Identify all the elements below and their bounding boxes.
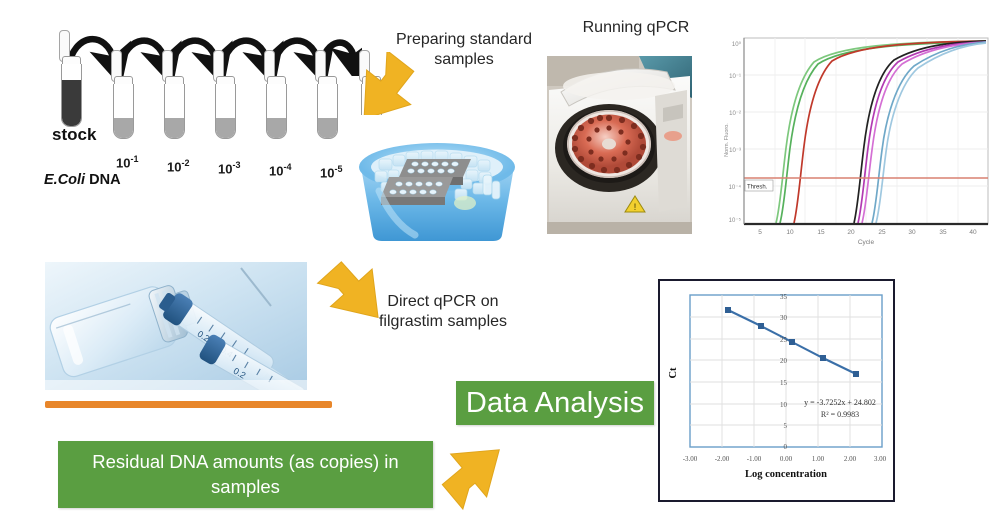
chart-amplification-plot: Thresh. 10⁰ 10⁻¹ 10⁻² 10⁻³ 10⁻⁴ 10⁻⁵ 5 1… <box>718 30 1000 252</box>
svg-text:10⁻¹: 10⁻¹ <box>729 74 741 80</box>
ecoli-dna-label: E.Coli DNA <box>44 172 121 188</box>
svg-text:40: 40 <box>969 229 977 236</box>
photo-ice-bucket <box>345 115 530 245</box>
dilution-label-1: 10-1 <box>116 154 139 171</box>
result-line-1: Residual DNA amounts (as copies) in <box>92 451 399 473</box>
ecoli-italic: E.Coli <box>44 172 86 188</box>
svg-text:10⁻⁴: 10⁻⁴ <box>729 184 742 191</box>
svg-text:20: 20 <box>847 229 855 236</box>
svg-text:0: 0 <box>784 443 788 451</box>
photo-vials-syringes: 0.2 0.4 0.2 <box>45 262 307 390</box>
label-direct-qpcr: Direct qPCR on filgrastim samples <box>348 292 538 332</box>
dilution-series-group <box>40 24 382 204</box>
tube-fill <box>267 118 286 138</box>
svg-text:25: 25 <box>780 336 788 344</box>
svg-text:-1.00: -1.00 <box>747 455 762 463</box>
svg-text:!: ! <box>634 202 637 212</box>
tube-fill <box>165 118 184 138</box>
svg-text:2.00: 2.00 <box>844 455 857 463</box>
dilution-label-3: 10-3 <box>218 160 241 177</box>
tube-body <box>215 84 236 139</box>
svg-text:0.00: 0.00 <box>780 455 793 463</box>
result-box[interactable]: Residual DNA amounts (as copies) in samp… <box>58 441 433 508</box>
orange-divider <box>45 401 332 408</box>
result-line-2: samples <box>211 475 280 497</box>
tube-body <box>317 84 338 139</box>
label-running-qpcr: Running qPCR <box>582 19 690 36</box>
svg-text:-2.00: -2.00 <box>715 455 730 463</box>
svg-text:10: 10 <box>786 229 794 236</box>
tube-body <box>113 84 134 139</box>
dna-text: DNA <box>85 172 121 188</box>
direct-line-2: filgrastim samples <box>378 313 508 330</box>
svg-text:15: 15 <box>780 379 788 387</box>
regression-equation: y = -3.7252x + 24.802 <box>804 398 876 407</box>
dilution-label-2: 10-2 <box>167 158 190 175</box>
amp-xaxis-title: Cycle <box>858 239 875 246</box>
svg-text:35: 35 <box>780 293 788 301</box>
regression-r2: R² = 0.9983 <box>821 410 859 419</box>
arrow-to-result-box <box>441 449 500 511</box>
dilution-label-5: 10-5 <box>320 164 343 181</box>
chart-standard-curve: 35 30 25 20 15 10 5 0 -3.00 -2.00 -1.00 … <box>658 279 895 502</box>
tube-body <box>61 64 82 127</box>
tube-fill <box>318 118 337 138</box>
tube-fill <box>62 80 81 126</box>
arrow-to-icebucket-from-samples <box>316 261 379 319</box>
svg-text:10: 10 <box>780 401 788 409</box>
data-analysis-box[interactable]: Data Analysis <box>456 381 654 425</box>
prepare-line-1: Preparing standard <box>395 31 533 48</box>
svg-text:10⁻⁵: 10⁻⁵ <box>729 217 742 224</box>
svg-text:1.00: 1.00 <box>812 455 825 463</box>
svg-text:30: 30 <box>780 314 788 322</box>
svg-text:3.00: 3.00 <box>874 455 887 463</box>
dilution-label-4: 10-4 <box>269 162 292 179</box>
standard-curve-points <box>725 307 859 377</box>
stock-label: stock <box>52 125 97 144</box>
direct-line-1: Direct qPCR on <box>387 293 499 310</box>
tube-body <box>266 84 287 139</box>
svg-text:5: 5 <box>784 422 788 430</box>
svg-text:20: 20 <box>780 357 788 365</box>
std-yaxis-title: Ct <box>668 367 679 379</box>
tube-fill <box>216 118 235 138</box>
label-preparing-standard-samples: Preparing standard samples <box>374 30 554 70</box>
tube-fill <box>114 118 133 138</box>
svg-text:5: 5 <box>758 229 762 236</box>
standard-curve-svg: 35 30 25 20 15 10 5 0 -3.00 -2.00 -1.00 … <box>660 281 892 499</box>
svg-text:10⁻²: 10⁻² <box>729 111 741 117</box>
std-xaxis-title: Log concentration <box>745 469 827 480</box>
svg-text:10⁰: 10⁰ <box>732 41 742 48</box>
svg-text:Thresh.: Thresh. <box>747 185 768 191</box>
prepare-line-2: samples <box>434 51 494 68</box>
svg-text:10⁻³: 10⁻³ <box>729 148 741 154</box>
svg-text:15: 15 <box>817 229 825 236</box>
amplification-plot-svg: Thresh. 10⁰ 10⁻¹ 10⁻² 10⁻³ 10⁻⁴ 10⁻⁵ 5 1… <box>718 30 1000 252</box>
svg-text:-3.00: -3.00 <box>683 455 698 463</box>
amp-yaxis-title: Norm. Fluoro. <box>724 123 730 157</box>
tube-body <box>164 84 185 139</box>
svg-text:35: 35 <box>939 229 947 236</box>
svg-text:30: 30 <box>908 229 916 236</box>
svg-text:25: 25 <box>878 229 886 236</box>
photo-thermocycler: ! <box>547 56 692 234</box>
